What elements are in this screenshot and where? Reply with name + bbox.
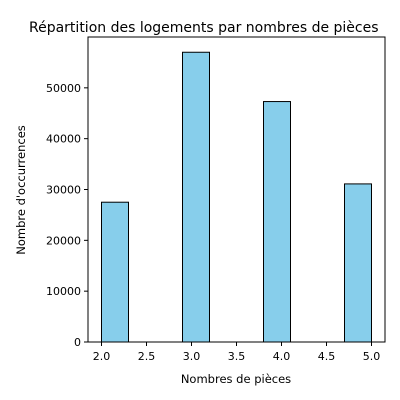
x-axis: 2.0 2.5 3.0 3.5 4.0 4.5 5.0 — [93, 342, 381, 363]
bar-3 — [182, 51, 210, 343]
x-tick-label: 3.0 — [183, 350, 201, 363]
y-axis-label: Nombre d'occurrences — [14, 125, 28, 255]
x-tick-label: 2.5 — [138, 350, 156, 363]
x-tick-label: 5.0 — [363, 350, 381, 363]
x-axis-label: Nombres de pièces — [181, 372, 291, 386]
y-tick-label: 30000 — [46, 184, 81, 197]
y-tick-label: 40000 — [46, 133, 81, 146]
bar-6 — [263, 101, 291, 343]
bar-0 — [101, 201, 129, 343]
y-axis: 0 10000 20000 30000 40000 50000 — [46, 82, 88, 349]
x-tick-label: 2.0 — [93, 350, 111, 363]
plot-frame — [87, 36, 386, 343]
y-tick-label: 10000 — [46, 285, 81, 298]
x-tick-label: 4.5 — [318, 350, 336, 363]
y-tick-label: 20000 — [46, 234, 81, 247]
bars — [101, 51, 372, 343]
x-tick-label: 4.0 — [273, 350, 291, 363]
x-tick-label: 3.5 — [228, 350, 246, 363]
y-tick-label: 50000 — [46, 82, 81, 95]
y-tick-label: 0 — [74, 336, 81, 349]
bar-9 — [344, 183, 372, 343]
chart-title: Répartition des logements par nombres de… — [29, 20, 379, 36]
